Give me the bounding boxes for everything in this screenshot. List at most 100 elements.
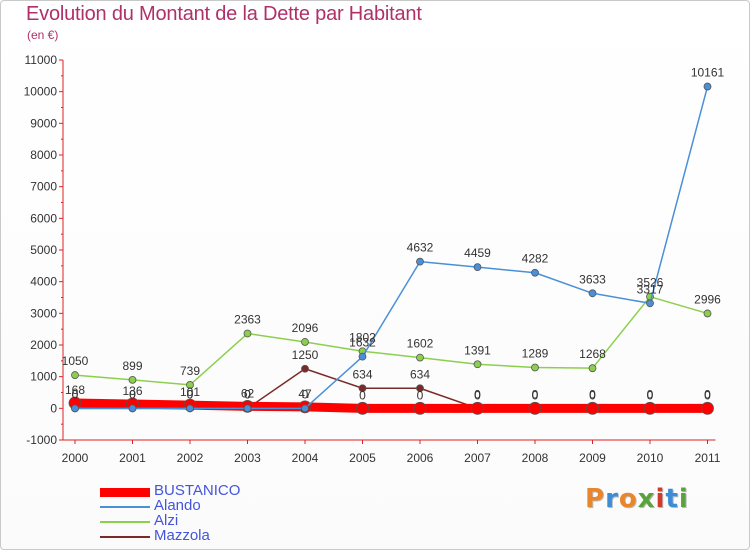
data-point-alzi [703, 309, 712, 318]
data-label-alando: 0 [72, 387, 79, 401]
x-tick-label: 2005 [349, 451, 376, 465]
data-point-alzi [531, 363, 539, 372]
data-label-alando: 0 [129, 387, 136, 401]
data-point-alzi [243, 329, 252, 338]
legend-swatch [100, 536, 150, 538]
legend-label: Mazzola [154, 527, 210, 544]
data-label-bustanico: 168 [65, 383, 85, 397]
data-point-alzi [588, 364, 597, 373]
data-label-bustanico: 0 [474, 388, 481, 402]
data-label-mazzola: 0 [187, 387, 194, 401]
data-point-alzi [186, 381, 194, 389]
data-point-mazzola [416, 384, 424, 393]
y-tick-label: -1000 [26, 433, 57, 447]
x-tick-label: 2006 [407, 451, 434, 465]
data-point-bustanico [701, 401, 714, 415]
data-point-alando [128, 404, 137, 413]
y-tick-label: 2000 [30, 338, 57, 352]
y-tick-label: 8000 [30, 148, 57, 162]
data-point-alzi [416, 353, 424, 362]
data-label-bustanico: 136 [122, 384, 142, 398]
data-label-alando: 4459 [464, 246, 491, 260]
data-label-mazzola: 0 [72, 387, 79, 401]
x-tick-label: 2009 [579, 451, 606, 465]
data-point-alando [473, 263, 482, 272]
y-tick-label: 6000 [30, 211, 57, 225]
data-point-alando [416, 257, 424, 266]
data-label-bustanico: 0 [704, 388, 711, 402]
legend-swatch [100, 506, 150, 508]
data-label-alzi: 1050 [62, 354, 89, 368]
legend-item-alando: Alando [100, 497, 280, 514]
data-point-alando [531, 268, 539, 277]
data-point-alzi [71, 371, 79, 379]
x-tick-label: 2010 [637, 451, 664, 465]
y-tick-label: 4000 [30, 275, 57, 289]
y-tick-label: 5000 [30, 243, 57, 257]
data-label-alando: 4632 [407, 241, 434, 255]
x-tick-label: 2011 [695, 451, 721, 465]
data-point-alando [358, 352, 367, 361]
y-tick-label: 9000 [30, 116, 57, 130]
data-label-bustanico: 47 [298, 387, 312, 401]
series-line-bustanico [70, 398, 712, 413]
x-tick-label: 2003 [234, 451, 261, 465]
data-label-mazzola: 634 [410, 367, 430, 381]
legend-label: Alzi [154, 512, 179, 529]
data-point-alzi [301, 338, 309, 346]
data-label-alzi: 2363 [234, 313, 261, 327]
data-label-bustanico: 62 [241, 386, 255, 400]
data-label-alando: 1632 [349, 336, 376, 350]
logo-letter: o [618, 484, 638, 514]
x-tick-label: 2004 [292, 451, 319, 465]
x-tick-label: 2007 [464, 451, 491, 465]
legend-swatch [100, 487, 150, 497]
chart-unit-label: (en €) [27, 28, 59, 42]
data-label-alzi: 1289 [522, 347, 549, 361]
logo-letter: i [655, 484, 666, 514]
data-label-bustanico: 0 [359, 388, 366, 402]
data-label-alzi: 1391 [464, 343, 491, 357]
data-label-mazzola: 0 [244, 387, 251, 401]
logo-letter: P [585, 484, 606, 514]
series-line-alzi [74, 295, 709, 386]
data-label-alzi: 739 [180, 364, 200, 378]
y-tick-label: 10000 [24, 85, 58, 99]
data-label-alando: 0 [187, 387, 194, 401]
x-tick-label: 2000 [62, 451, 89, 465]
data-point-bustanico [586, 401, 599, 415]
data-label-mazzola: 0 [474, 387, 481, 401]
data-label-alando: 0 [244, 387, 251, 401]
data-point-bustanico [471, 401, 484, 415]
data-point-alzi [128, 375, 137, 384]
legend-item-bustanico: BUSTANICO [100, 482, 280, 499]
data-label-bustanico: 101 [180, 385, 200, 399]
logo-letter: r [605, 484, 619, 514]
chart-title: Evolution du Montant de la Dette par Hab… [26, 3, 422, 25]
data-label-alzi: 1602 [407, 337, 434, 351]
data-point-bustanico [356, 401, 369, 415]
data-label-mazzola: 0 [589, 387, 596, 401]
data-label-alando: 3633 [579, 272, 606, 286]
data-point-alando [301, 404, 309, 413]
data-label-mazzola: 0 [704, 387, 711, 401]
logo-letter: t [665, 484, 679, 514]
data-point-alando [243, 404, 252, 413]
data-label-mazzola: 634 [352, 367, 372, 381]
y-tick-label: 7000 [30, 180, 57, 194]
data-label-bustanico: 0 [532, 388, 539, 402]
data-label-mazzola: 1250 [292, 348, 319, 362]
proxiti-logo: Proxiti [585, 484, 689, 514]
data-point-alando [186, 404, 194, 413]
data-point-bustanico [643, 401, 657, 415]
data-label-alzi: 2096 [292, 321, 319, 335]
data-label-bustanico: 0 [417, 388, 424, 402]
data-label-alando: 0 [302, 387, 309, 401]
data-label-alando: 3317 [637, 282, 664, 296]
y-tick-label: 3000 [30, 306, 57, 320]
data-point-mazzola [358, 384, 367, 393]
data-point-alando [703, 82, 712, 91]
x-tick-label: 2002 [177, 451, 204, 465]
